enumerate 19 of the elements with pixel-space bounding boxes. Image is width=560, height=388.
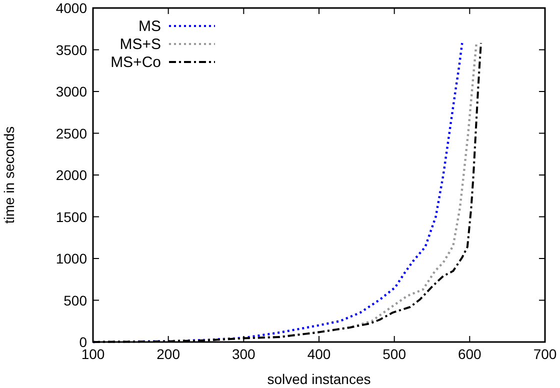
legend-label: MS+S xyxy=(120,36,161,53)
y-tick-label: 3000 xyxy=(56,84,88,100)
x-tick-label: 400 xyxy=(307,346,331,362)
x-tick-label: 200 xyxy=(156,346,180,362)
legend-label: MS+Co xyxy=(110,54,161,71)
x-tick-label: 700 xyxy=(533,346,557,362)
legend-label: MS xyxy=(138,18,161,35)
y-tick-label: 4000 xyxy=(56,0,88,16)
y-tick-label: 3500 xyxy=(56,42,88,58)
y-tick-label: 500 xyxy=(64,292,88,308)
x-axis-title: solved instances xyxy=(267,371,371,387)
x-tick-label: 500 xyxy=(382,346,406,362)
y-tick-label: 1000 xyxy=(56,250,88,266)
y-axis-title: time in seconds xyxy=(1,126,17,224)
x-tick-label: 600 xyxy=(458,346,482,362)
y-tick-label: 2000 xyxy=(56,167,88,183)
y-tick-label: 2500 xyxy=(56,125,88,142)
y-tick-label: 1500 xyxy=(56,208,88,225)
x-tick-label: 300 xyxy=(232,346,256,362)
